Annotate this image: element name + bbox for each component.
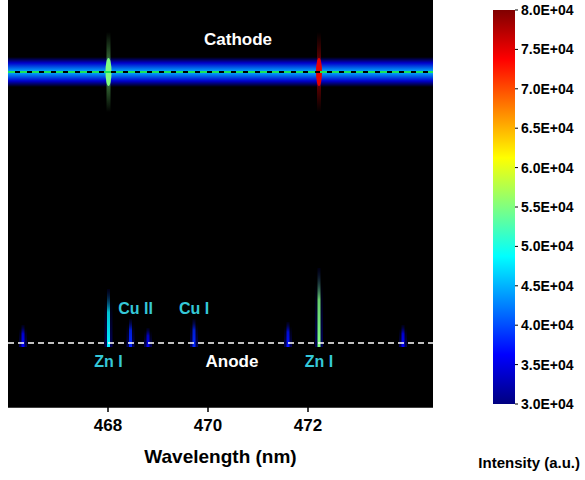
anode-line: [318, 268, 321, 347]
colorbar-tick: [515, 404, 518, 405]
colorbar-tick-label: 4.5E+04: [521, 278, 574, 294]
colorbar-tick-label: 3.0E+04: [521, 396, 574, 412]
colorbar: [493, 10, 515, 404]
marks: [8, 32, 433, 347]
colorbar-tick-label: 7.5E+04: [521, 41, 574, 57]
x-axis: [8, 406, 433, 408]
colorbar-tick-label: 8.0E+04: [521, 2, 574, 18]
colorbar-tick: [515, 49, 518, 50]
anode-guide: [8, 342, 433, 344]
colorbar-tick-label: 4.0E+04: [521, 317, 574, 333]
colorbar-tick: [515, 325, 518, 326]
line-annotation: Cu I: [179, 300, 209, 317]
colorbar-title: Intensity (a.u.): [478, 454, 580, 471]
colorbar-tick: [515, 167, 518, 168]
anode-line: [147, 328, 150, 347]
x-tick-label: 470: [194, 416, 222, 435]
cathode-band: [8, 57, 433, 87]
line-annotation: Zn I: [305, 353, 333, 370]
colorbar-tick: [515, 285, 518, 286]
x-tick: [207, 407, 209, 412]
x-tick-label: 472: [294, 416, 322, 435]
line-annotation: Zn I: [94, 353, 122, 370]
colorbar-tick: [515, 88, 518, 89]
x-axis-title: Wavelength (nm): [144, 446, 296, 467]
cathode-label: Cathode: [204, 30, 272, 49]
line-annotation: Cu II: [118, 300, 153, 317]
cathode-guide: [8, 71, 433, 73]
colorbar-tick-label: 5.0E+04: [521, 238, 574, 254]
anode-label: Anode: [206, 352, 259, 371]
colorbar-tick-label: 7.0E+04: [521, 81, 574, 97]
colorbar-tick-label: 5.5E+04: [521, 199, 574, 215]
colorbar-tick: [515, 246, 518, 247]
plot-background: [8, 0, 433, 407]
colorbar-tick-label: 6.5E+04: [521, 120, 574, 136]
figure: Cathode Anode Zn I Cu II Cu I Zn I 468 470 472 Wa…: [0, 0, 585, 480]
colorbar-tick-label: 3.5E+04: [521, 357, 574, 373]
x-tick: [107, 407, 109, 412]
colorbar-tick: [515, 128, 518, 129]
x-tick: [307, 407, 309, 412]
anode-line: [107, 289, 110, 347]
colorbar-tick: [515, 207, 518, 208]
cathode-guide-base: [8, 71, 433, 73]
x-tick-label: 468: [94, 416, 122, 435]
colorbar-tick-label: 6.0E+04: [521, 160, 574, 176]
colorbar-tick: [515, 364, 518, 365]
colorbar-tick: [515, 10, 518, 11]
